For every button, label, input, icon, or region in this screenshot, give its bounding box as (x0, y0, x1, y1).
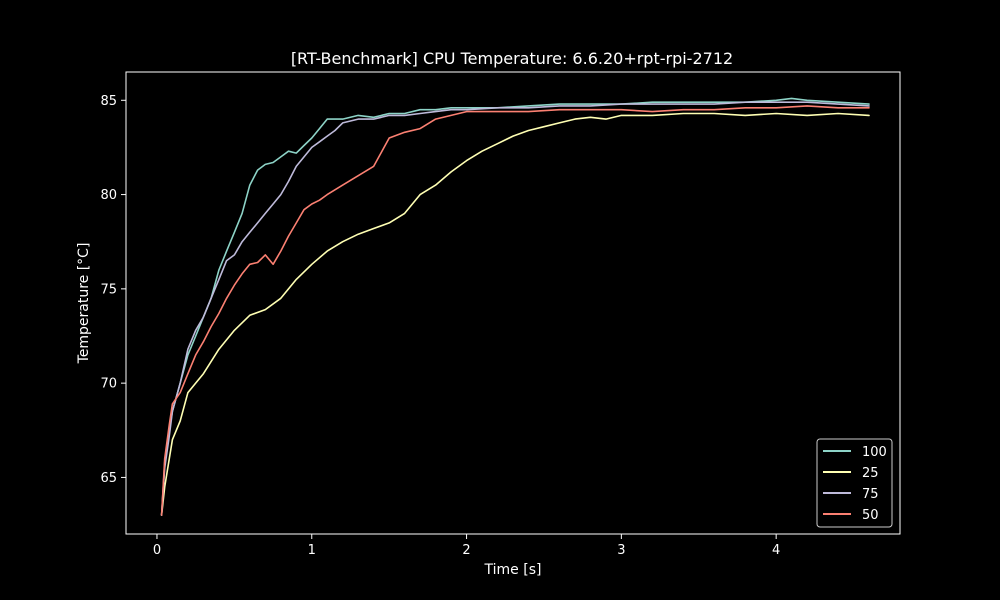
y-axis-label: Temperature [°C] (76, 243, 92, 365)
legend-label-75: 75 (862, 487, 879, 502)
series-line-50 (160, 105, 870, 516)
y-tick-label: 65 (100, 471, 117, 486)
x-tick-label: 4 (772, 543, 780, 558)
y-axis: 65 70 75 80 85 (100, 94, 126, 486)
plot-frame (125, 71, 901, 535)
x-tick-label: 2 (462, 543, 470, 558)
legend-label-100: 100 (862, 445, 887, 460)
plot-area (125, 71, 901, 535)
x-tick-label: 1 (308, 543, 316, 558)
y-tick-label: 80 (100, 188, 117, 203)
legend-label-50: 50 (862, 508, 879, 523)
series-layer (160, 97, 870, 516)
y-tick-label: 70 (100, 377, 117, 392)
x-axis: 0 1 2 3 4 (153, 534, 780, 558)
legend: 100 25 75 50 (816, 438, 893, 528)
x-tick-label: 0 (153, 543, 161, 558)
x-axis-label: Time [s] (484, 562, 542, 578)
legend-label-25: 25 (862, 466, 879, 481)
x-tick-label: 3 (617, 543, 625, 558)
legend-box (816, 438, 893, 528)
series-line-25 (160, 112, 870, 516)
y-tick-label: 75 (100, 282, 117, 297)
chart-title: [RT-Benchmark] CPU Temperature: 6.6.20+r… (291, 49, 733, 68)
y-tick-label: 85 (100, 94, 117, 109)
series-line-75 (160, 101, 870, 516)
